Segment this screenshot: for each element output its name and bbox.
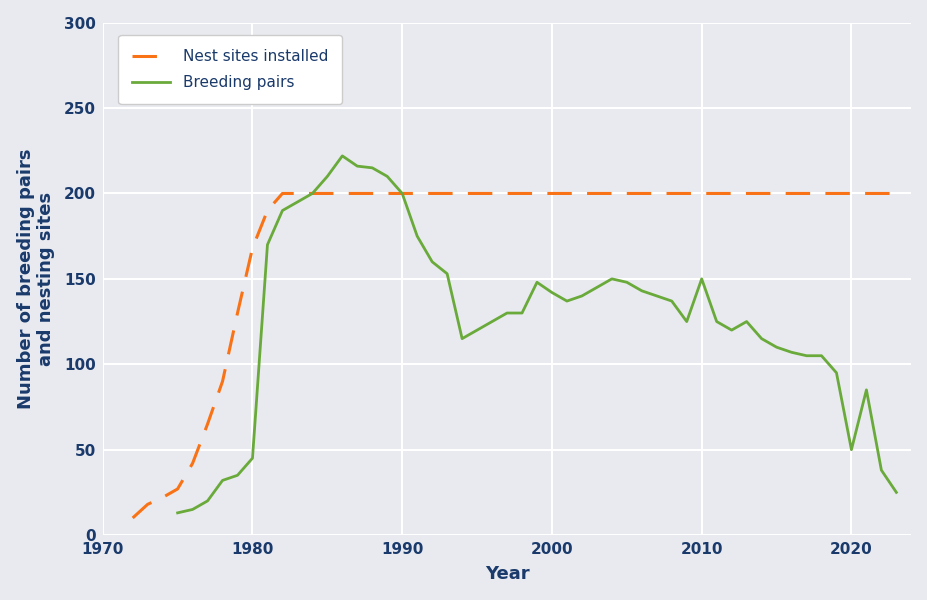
Breeding pairs — [322, 173, 333, 180]
Breeding pairs — [546, 289, 557, 296]
Breeding pairs — [187, 506, 198, 513]
Nest sites installed — [261, 207, 273, 214]
Breeding pairs — [725, 326, 736, 334]
Breeding pairs — [830, 369, 841, 376]
Breeding pairs — [695, 275, 706, 283]
Breeding pairs — [800, 352, 811, 359]
Nest sites installed — [157, 494, 168, 501]
Breeding pairs — [636, 287, 647, 295]
Breeding pairs — [741, 318, 752, 325]
Nest sites installed — [171, 485, 183, 493]
Breeding pairs — [307, 190, 318, 197]
Line: Breeding pairs: Breeding pairs — [177, 156, 895, 513]
Y-axis label: Number of breeding pairs
and nesting sites: Number of breeding pairs and nesting sit… — [17, 149, 56, 409]
Breeding pairs — [844, 446, 856, 453]
Breeding pairs — [486, 318, 497, 325]
Breeding pairs — [620, 278, 631, 286]
Breeding pairs — [291, 199, 302, 206]
Breeding pairs — [247, 455, 258, 462]
Breeding pairs — [396, 190, 407, 197]
Nest sites installed — [232, 310, 243, 317]
Breeding pairs — [366, 164, 377, 172]
Breeding pairs — [756, 335, 767, 342]
Nest sites installed — [291, 190, 302, 197]
Breeding pairs — [680, 318, 692, 325]
Breeding pairs — [471, 326, 482, 334]
Nest sites installed — [142, 501, 153, 508]
Legend: Nest sites installed, Breeding pairs: Nest sites installed, Breeding pairs — [119, 35, 341, 104]
Breeding pairs — [651, 292, 662, 299]
Breeding pairs — [785, 349, 796, 356]
Breeding pairs — [770, 344, 781, 351]
Breeding pairs — [605, 275, 616, 283]
Breeding pairs — [531, 278, 542, 286]
Nest sites installed — [217, 378, 228, 385]
Breeding pairs — [516, 310, 527, 317]
Breeding pairs — [666, 298, 677, 305]
Breeding pairs — [875, 467, 886, 474]
Breeding pairs — [426, 258, 438, 265]
Breeding pairs — [202, 497, 213, 505]
Breeding pairs — [261, 241, 273, 248]
Breeding pairs — [501, 310, 512, 317]
Breeding pairs — [217, 477, 228, 484]
Line: Nest sites installed: Nest sites installed — [133, 193, 895, 518]
Breeding pairs — [710, 318, 721, 325]
Breeding pairs — [860, 386, 871, 394]
Breeding pairs — [590, 284, 602, 291]
Breeding pairs — [890, 489, 901, 496]
Breeding pairs — [171, 509, 183, 517]
Breeding pairs — [337, 152, 348, 160]
Breeding pairs — [561, 298, 572, 305]
Nest sites installed — [247, 245, 258, 252]
Nest sites installed — [127, 514, 138, 521]
Breeding pairs — [441, 270, 452, 277]
Nest sites installed — [890, 190, 901, 197]
Breeding pairs — [232, 472, 243, 479]
Breeding pairs — [381, 173, 392, 180]
Breeding pairs — [276, 207, 287, 214]
Breeding pairs — [576, 292, 587, 299]
Breeding pairs — [351, 163, 362, 170]
Nest sites installed — [202, 421, 213, 428]
Nest sites installed — [187, 460, 198, 467]
X-axis label: Year: Year — [484, 565, 528, 583]
Breeding pairs — [815, 352, 826, 359]
Nest sites installed — [276, 190, 287, 197]
Breeding pairs — [456, 335, 467, 342]
Breeding pairs — [412, 233, 423, 240]
